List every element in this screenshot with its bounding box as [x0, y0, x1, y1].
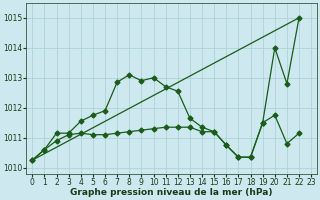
X-axis label: Graphe pression niveau de la mer (hPa): Graphe pression niveau de la mer (hPa) — [70, 188, 273, 197]
